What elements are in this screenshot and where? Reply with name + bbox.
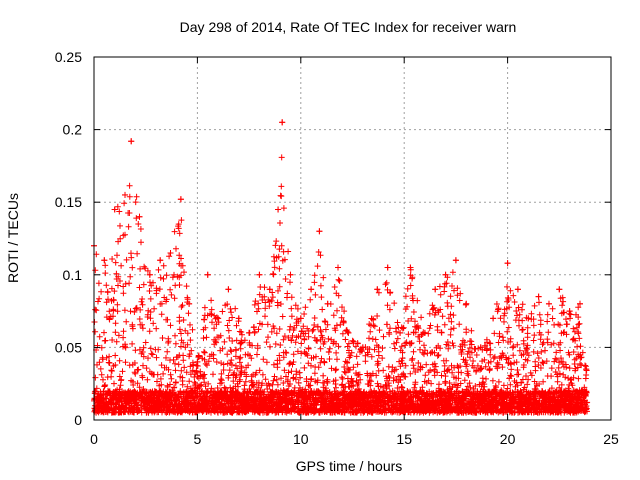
roti-peak-point	[514, 286, 521, 293]
y-tick-label: 0.25	[55, 49, 82, 65]
roti-peak-point	[432, 286, 439, 293]
roti-peak-point	[525, 315, 532, 322]
roti-peak-point	[490, 315, 497, 322]
roti-peak-point	[407, 264, 414, 271]
roti-peak-point	[452, 257, 459, 264]
grid-layer	[94, 57, 611, 420]
roti-peak-point	[167, 250, 174, 257]
x-tick-label: 25	[603, 431, 619, 447]
roti-peak-point	[308, 286, 315, 293]
roti-peak-point	[535, 293, 542, 300]
roti-peak-point	[297, 315, 304, 322]
y-tick-label: 0	[74, 412, 82, 428]
roti-peak-point	[421, 329, 428, 336]
roti-peak-point	[374, 286, 381, 293]
chart-title: Day 298 of 2014, Rate Of TEC Index for r…	[180, 19, 517, 35]
x-tick-label: 10	[293, 431, 309, 447]
roti-peak-point	[583, 366, 590, 373]
roti-peak-point	[359, 344, 366, 351]
roti-peak-point	[186, 300, 193, 307]
roti-peak-point	[504, 260, 511, 267]
y-tick-label: 0.2	[63, 122, 83, 138]
roti-peak-point	[256, 271, 263, 278]
roti-point-markers	[91, 119, 591, 416]
roti-peak-point	[545, 300, 552, 307]
roti-peak-point	[235, 315, 242, 322]
roti-peak-point	[177, 196, 184, 203]
roti-peak-point	[101, 257, 108, 264]
x-tick-label: 0	[90, 431, 98, 447]
roti-peak-point	[384, 264, 391, 271]
roti-peak-point	[128, 138, 135, 145]
roti-peak-point	[266, 286, 273, 293]
roti-peak-point	[397, 329, 404, 336]
x-axis-label: GPS time / hours	[296, 458, 403, 474]
roti-peak-point	[287, 271, 294, 278]
x-tick-label: 5	[194, 431, 202, 447]
roti-peak-point	[204, 271, 211, 278]
roti-peak-point	[279, 119, 286, 126]
roti-peak-point	[225, 286, 232, 293]
roti-peak-point	[146, 271, 153, 278]
roti-peak-point	[335, 264, 342, 271]
y-tick-label: 0.15	[55, 194, 82, 210]
axes-layer: 0 5 10 15 20 25 0 0.05 0.1 0.15 0.2 0.25	[55, 49, 619, 447]
roti-peak-point	[136, 213, 143, 220]
roti-peak-point	[324, 300, 331, 307]
roti-peak-point	[477, 344, 484, 351]
roti-peak-point	[275, 206, 282, 213]
roti-peak-point	[246, 329, 253, 336]
y-axis-label: ROTI / TECUs	[5, 193, 21, 283]
roti-peak-point	[215, 315, 222, 322]
roti-peak-point	[122, 191, 129, 198]
roti-peak-point	[463, 300, 470, 307]
roti-peak-point	[576, 300, 583, 307]
x-tick-label: 15	[396, 431, 412, 447]
y-tick-label: 0.1	[63, 267, 83, 283]
roti-peak-point	[157, 257, 164, 264]
roti-peak-point	[556, 286, 563, 293]
roti-peak-point	[316, 228, 323, 235]
roti-peak-point	[111, 206, 118, 213]
roti-peak-point	[442, 271, 449, 278]
roti-peak-point	[194, 358, 201, 365]
roti-peak-point	[345, 329, 352, 336]
x-tick-label: 20	[500, 431, 516, 447]
y-tick-label: 0.05	[55, 339, 82, 355]
plot-frame	[93, 56, 612, 421]
roti-peak-point	[566, 308, 573, 315]
